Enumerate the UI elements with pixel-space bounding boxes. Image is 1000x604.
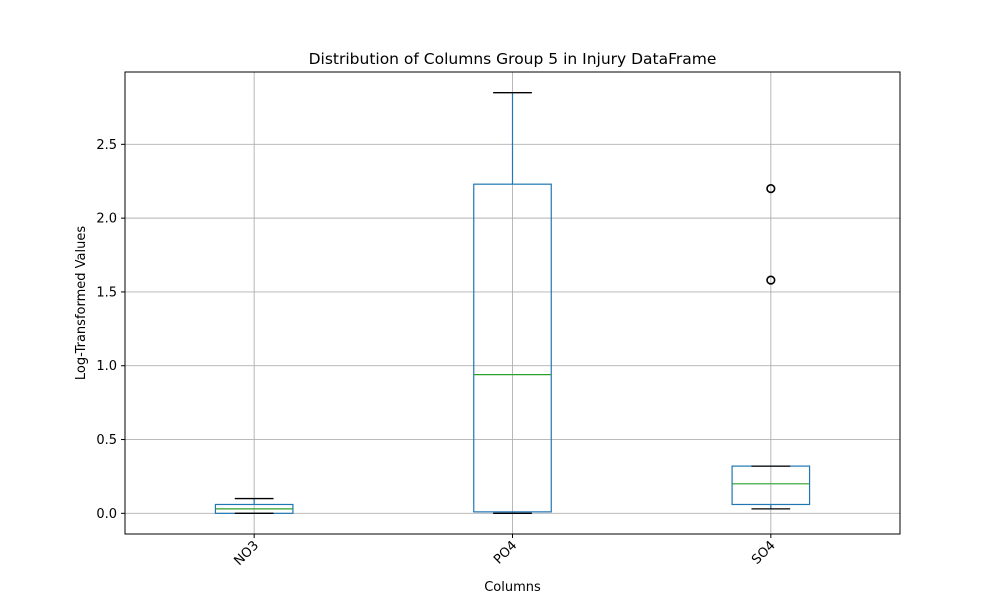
x-tick-label: NO3 [231,538,262,569]
chart-title: Distribution of Columns Group 5 in Injur… [309,50,717,68]
outlier-point [766,275,776,285]
y-tick-label: 1.5 [96,285,117,300]
y-tick-label: 2.5 [96,138,117,153]
y-axis-label: Log-Transformed Values [74,226,89,380]
y-tick-label: 1.0 [96,359,117,374]
box-iqr [473,183,552,513]
y-tick-label: 2.0 [96,212,117,227]
boxes [214,92,811,514]
x-axis-label: Columns [484,580,541,595]
outlier-point [766,184,776,194]
y-tick-label: 0.5 [96,433,117,448]
y-tick-label: 0.0 [96,507,117,522]
y-axis-ticks: 0.0 0.5 1.0 1.5 2.0 2.5 [96,138,125,522]
x-tick-label: SO4 [749,538,779,568]
x-axis-ticks: NO3 PO4 SO4 [231,534,779,569]
x-tick-label: PO4 [491,538,520,567]
